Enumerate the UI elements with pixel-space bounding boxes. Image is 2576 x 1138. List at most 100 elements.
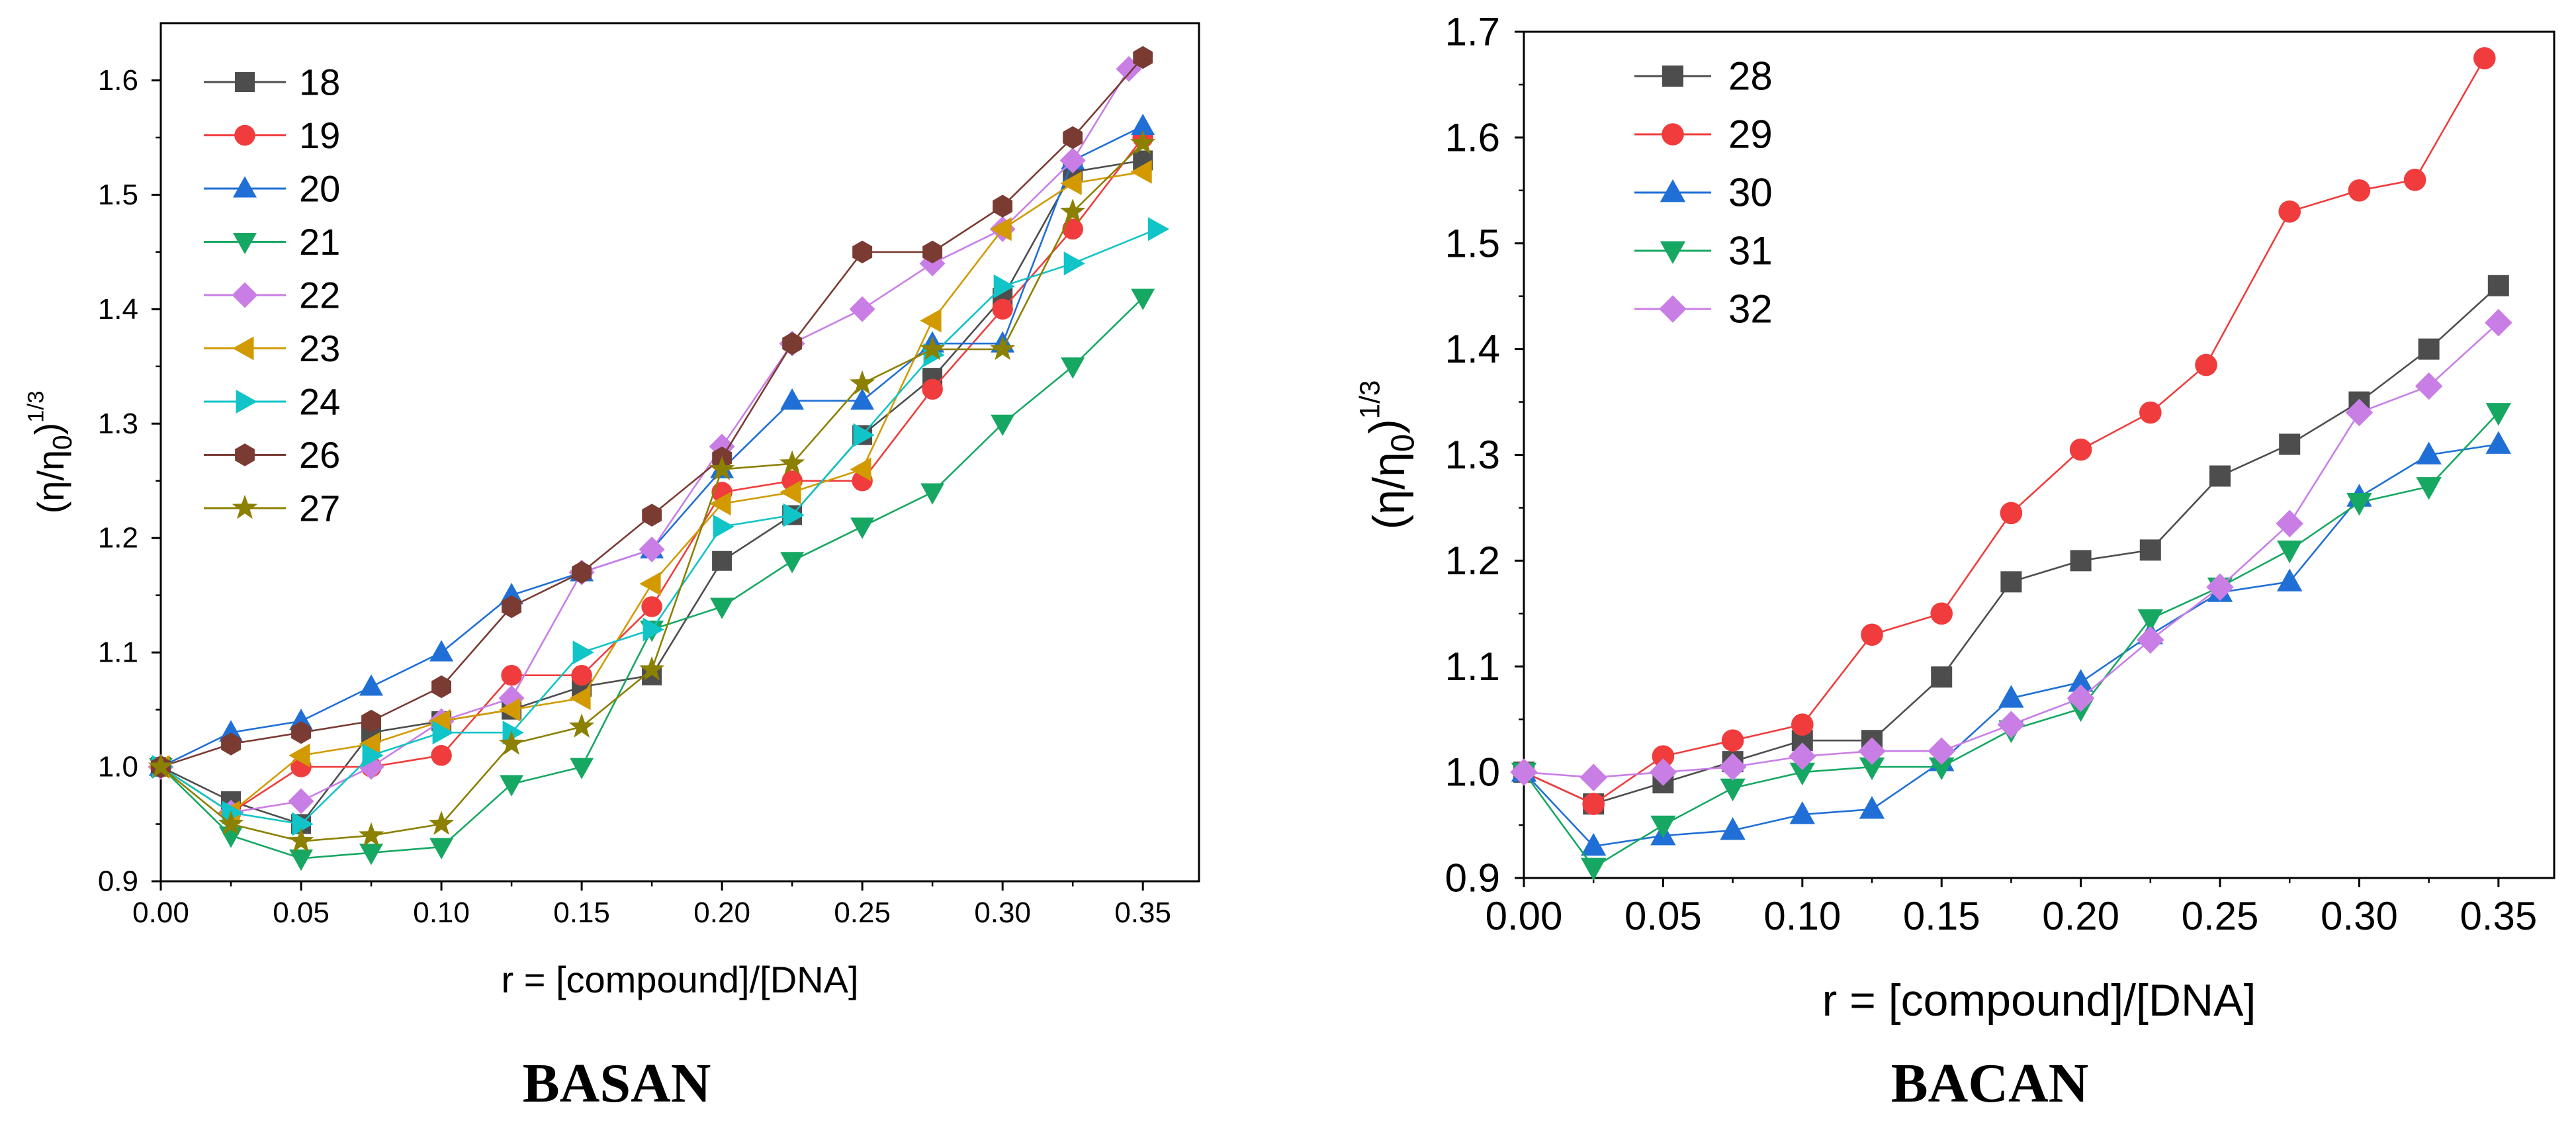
legend-marker — [1662, 123, 1684, 146]
data-point — [429, 838, 454, 859]
data-point — [639, 537, 665, 562]
data-point — [710, 597, 734, 619]
data-point — [572, 640, 594, 665]
data-point — [1147, 217, 1170, 241]
data-point — [1928, 737, 1955, 765]
data-point — [221, 732, 241, 756]
x-tick-label: 0.10 — [413, 897, 470, 929]
y-axis-title-base: (η/η — [1364, 452, 1414, 529]
data-point — [1858, 737, 1886, 765]
data-point — [1791, 730, 1813, 752]
data-point — [292, 812, 314, 836]
data-point — [2000, 571, 2022, 593]
x-tick-label: 0.00 — [132, 897, 189, 929]
legend-label: 22 — [299, 275, 340, 316]
data-point — [712, 550, 733, 571]
data-point — [920, 308, 942, 333]
series-26 — [151, 46, 1153, 779]
data-point — [1131, 288, 1155, 310]
y-tick-label: 1.0 — [1445, 750, 1500, 795]
data-point — [1579, 764, 1607, 791]
data-point — [2485, 403, 2511, 426]
data-point — [359, 674, 383, 696]
data-point — [920, 483, 945, 505]
data-point — [2276, 509, 2303, 538]
x-tick-label: 0.10 — [1763, 894, 1841, 938]
legend-label: 30 — [1728, 171, 1773, 215]
data-point — [2416, 441, 2442, 464]
data-point — [572, 560, 592, 584]
legend-marker — [1659, 295, 1687, 323]
legend-marker — [1660, 241, 1686, 264]
data-point — [498, 730, 525, 755]
y-tick-label: 1.1 — [98, 636, 138, 669]
series-24 — [152, 217, 1170, 836]
y-tick-label: 1.7 — [1445, 10, 1500, 54]
y-tick-label: 1.3 — [98, 408, 138, 440]
data-point — [502, 721, 524, 745]
legend-item: 32 — [1634, 287, 1773, 331]
legend-item: 31 — [1634, 229, 1773, 273]
data-point — [2139, 401, 2162, 424]
y-axis-title-paren: ) — [26, 423, 68, 435]
legend-item: 21 — [204, 221, 340, 263]
data-point — [570, 758, 594, 779]
y-tick-label: 1.1 — [1445, 644, 1500, 689]
data-point — [1581, 857, 1607, 881]
data-point — [1130, 130, 1156, 154]
x-axis-title: r = [compound]/[DNA] — [501, 959, 858, 1000]
data-point — [849, 370, 875, 395]
data-point — [709, 456, 735, 480]
data-point — [779, 480, 801, 504]
panel-caption: BACAN — [1891, 1053, 2089, 1114]
legend-item: 23 — [204, 328, 340, 369]
data-point — [289, 743, 310, 767]
legend-marker — [235, 72, 255, 92]
data-point — [2416, 477, 2442, 500]
data-point — [1929, 757, 1955, 781]
legend-item: 22 — [204, 275, 340, 316]
data-point — [501, 664, 522, 686]
data-point — [2206, 573, 2234, 601]
x-tick-label: 0.30 — [2321, 894, 2398, 938]
series-27 — [148, 130, 1156, 852]
y-tick-label: 1.3 — [1445, 433, 1500, 477]
data-point — [1061, 357, 1085, 379]
x-axis-title: r = [compound]/[DNA] — [1822, 975, 2256, 1026]
data-point — [2485, 308, 2512, 337]
legend: 28 29 30 31 32 — [1634, 54, 1773, 331]
data-point — [850, 517, 875, 539]
data-point — [1063, 126, 1083, 150]
data-point — [1059, 148, 1086, 173]
data-point — [1718, 753, 1747, 781]
data-point — [571, 664, 592, 686]
x-tick-label: 0.20 — [2042, 894, 2119, 938]
legend-marker — [233, 233, 257, 255]
data-point — [853, 423, 875, 447]
data-point — [2277, 568, 2303, 591]
data-point — [429, 640, 454, 662]
data-point — [919, 335, 946, 361]
data-point — [428, 810, 455, 835]
y-axis-title-subscript: 0 — [47, 435, 77, 450]
data-point — [642, 503, 662, 527]
data-point — [289, 849, 313, 871]
data-point — [993, 195, 1013, 218]
data-point — [2487, 275, 2509, 296]
series-23 — [148, 159, 1152, 825]
data-point — [1582, 793, 1605, 815]
data-point — [1130, 159, 1152, 184]
legend-item: 27 — [204, 488, 340, 529]
data-point — [2418, 338, 2440, 360]
legend-item: 24 — [204, 381, 340, 423]
data-point — [1649, 758, 1677, 786]
data-point — [643, 617, 664, 642]
data-point — [2473, 47, 2496, 69]
x-tick-label: 0.15 — [553, 897, 610, 929]
data-point — [1998, 685, 2024, 708]
y-axis-title: (η/η0)1/3 — [1355, 380, 1421, 530]
data-point — [922, 240, 943, 264]
legend-marker — [233, 176, 257, 198]
legend-marker — [235, 443, 255, 466]
legend-label: 26 — [299, 434, 340, 476]
